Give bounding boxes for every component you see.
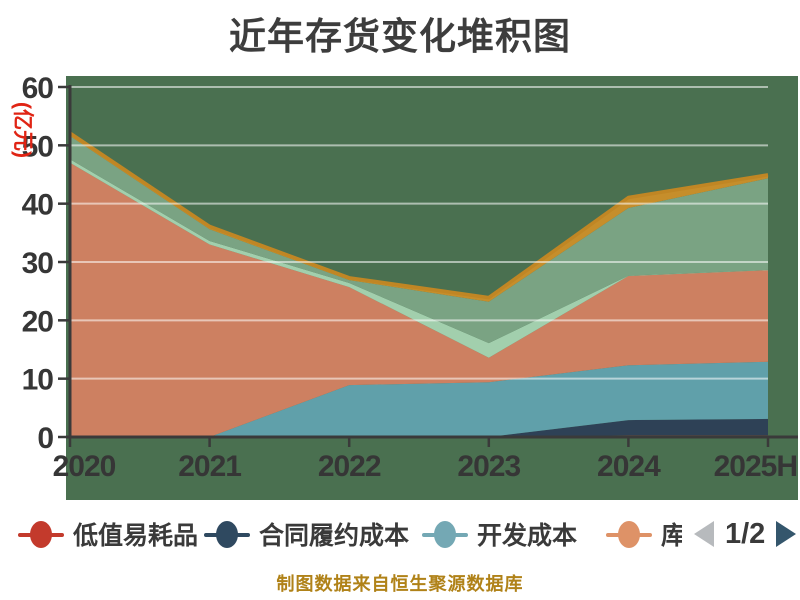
- stacked-total-top-line: [69, 131, 769, 300]
- y-tick-label: 60: [22, 72, 54, 105]
- legend-item-low-value-consumables[interactable]: 低值易耗品: [18, 511, 198, 557]
- x-tick-label: 2020: [53, 450, 116, 483]
- chart-canvas: 0 10 20 30 40 50 60 2020 2021 2022 2023 2024 2025H (亿…: [11, 72, 798, 500]
- legend: 低值易耗品 合同履约成本 开发成本 库 1/2: [0, 511, 800, 557]
- area-series-库: [70, 162, 768, 438]
- area-series-开发成本: [70, 361, 768, 437]
- y-tick-label: 20: [22, 305, 54, 338]
- legend-pager: 1/2: [694, 511, 797, 557]
- legend-prev-page-icon[interactable]: [694, 521, 714, 547]
- legend-marker-icon: [606, 520, 652, 549]
- x-tick-label: 2024: [597, 450, 661, 483]
- y-tick-label: 50: [22, 130, 54, 163]
- y-tick-label: 40: [22, 189, 54, 222]
- legend-label: 合同履约成本: [259, 522, 410, 550]
- y-tick-label: 30: [22, 247, 54, 280]
- area-series-page2-4: [70, 159, 768, 358]
- y-tick-label: 0: [37, 422, 53, 455]
- x-tick-label: 2022: [318, 450, 381, 483]
- legend-item-development-cost[interactable]: 开发成本: [422, 511, 577, 557]
- legend-label: 低值易耗品: [73, 522, 199, 550]
- x-tick-label: 2021: [178, 450, 241, 483]
- x-tick-label: 2025H: [714, 450, 797, 483]
- legend-marker-icon: [18, 520, 64, 549]
- x-tick-label: 2023: [457, 450, 520, 483]
- y-axis-name: (亿元): [11, 102, 35, 158]
- legend-page-indicator: 1/2: [725, 517, 766, 550]
- legend-label: 库: [661, 522, 682, 550]
- legend-marker-icon: [422, 520, 468, 549]
- data-source-note: 制图数据来自恒生聚源数据库: [276, 574, 524, 594]
- legend-item-inventory-truncated[interactable]: 库: [606, 511, 682, 557]
- area-series-page2-5: [70, 136, 768, 344]
- legend-item-contract-fulfillment-cost[interactable]: 合同履约成本: [204, 511, 409, 557]
- legend-label: 开发成本: [477, 522, 578, 550]
- area-series-合同履约成本: [70, 418, 768, 437]
- y-tick-label: 10: [22, 364, 54, 397]
- chart-title: 近年存货变化堆积图: [229, 16, 571, 57]
- legend-next-page-icon[interactable]: [776, 521, 797, 547]
- legend-marker-icon: [204, 520, 250, 549]
